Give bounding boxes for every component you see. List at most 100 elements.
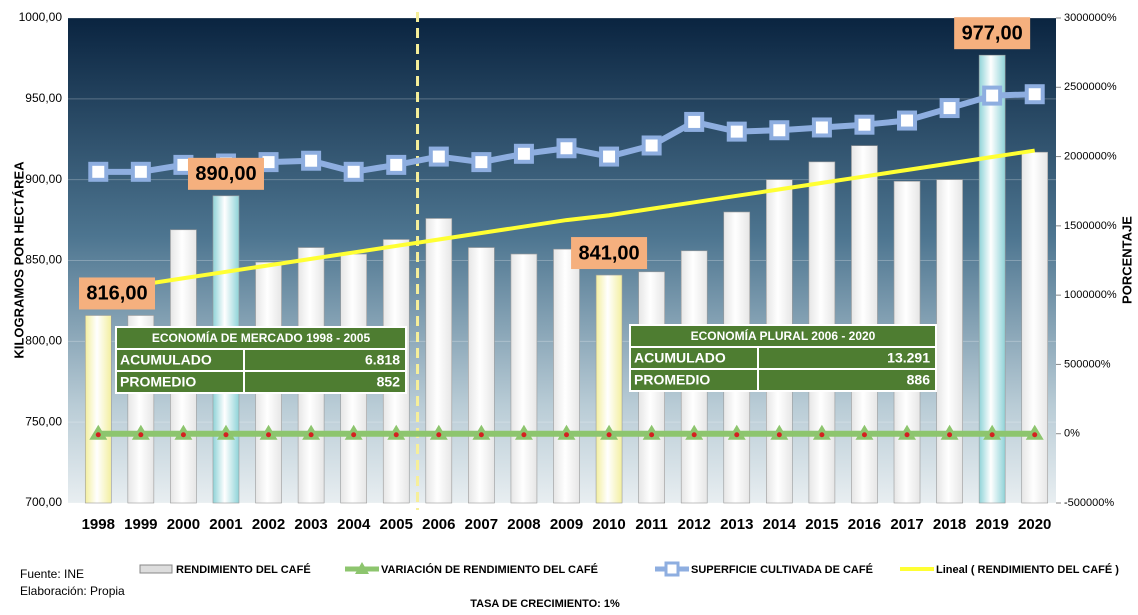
credit: Elaboración: Propia: [20, 584, 125, 598]
x-tick-label: 2010: [592, 516, 625, 533]
x-tick-label: 2007: [465, 516, 498, 533]
marker-dot: [904, 432, 910, 438]
x-tick-label: 2018: [933, 516, 966, 533]
x-tick-label: 2000: [167, 516, 200, 533]
marker: [513, 143, 534, 164]
marker-dot: [861, 432, 867, 438]
x-tick-label: 2020: [1018, 516, 1051, 533]
legend-marker: [664, 561, 680, 577]
marker: [428, 146, 449, 167]
marker: [343, 161, 364, 182]
x-tick-label: 2005: [380, 516, 413, 533]
y2-tick-label: 2000000%: [1064, 150, 1117, 162]
series-line: [97, 148, 1036, 294]
marker-dot: [819, 432, 825, 438]
x-tick-label: 1999: [124, 516, 157, 533]
marker: [301, 150, 322, 171]
table-value: 6.818: [365, 352, 400, 368]
marker: [599, 146, 620, 167]
y2-axis-label: PORCENTAJE: [1119, 216, 1134, 304]
data-label: 890,00: [195, 163, 256, 185]
bar: [553, 248, 580, 504]
marker: [897, 110, 918, 131]
marker: [939, 98, 960, 119]
marker: [386, 154, 407, 175]
bar: [425, 218, 453, 504]
bar: [468, 247, 495, 504]
y2-tick-label: -500000%: [1064, 497, 1114, 509]
source: Fuente: INE: [20, 567, 84, 581]
x-tick-label: 2011: [635, 516, 668, 533]
x-tick-label: 2012: [678, 516, 711, 533]
marker-dot: [478, 432, 484, 438]
label-box: [187, 157, 264, 190]
marker: [1024, 84, 1045, 105]
legend-marker: [355, 562, 369, 574]
marker-dot: [138, 432, 144, 438]
x-tick-label: 2006: [422, 516, 455, 533]
x-tick-label: 2009: [550, 516, 583, 533]
table-label: ACUMULADO: [120, 352, 212, 368]
x-tick-label: 2019: [975, 516, 1008, 533]
marker: [811, 117, 832, 138]
x-tick-label: 2016: [848, 516, 881, 533]
table-cell: [757, 368, 937, 392]
marker-dot: [308, 432, 314, 438]
x-tick-label: 2013: [720, 516, 753, 533]
marker: [556, 138, 577, 159]
legend-label: RENDIMIENTO DEL CAFÉ: [176, 563, 311, 576]
bar: [510, 253, 538, 504]
bar: [936, 179, 963, 504]
table-value: 886: [907, 372, 931, 388]
legend-swatch: [139, 564, 173, 574]
marker-dot: [776, 432, 782, 438]
marker-dot: [180, 432, 186, 438]
y2-tick-label: 3000000%: [1064, 12, 1117, 24]
marker-dot: [649, 432, 655, 438]
marker: [684, 111, 705, 132]
marker-dot: [606, 432, 612, 438]
data-label: 977,00: [962, 22, 1023, 44]
x-tick-label: 2015: [805, 516, 838, 533]
y2-tick-label: 0%: [1064, 428, 1080, 440]
marker-dot: [989, 432, 995, 438]
x-tick-label: 1998: [82, 516, 115, 533]
y-tick-label: 1000,00: [19, 10, 63, 24]
marker: [88, 161, 109, 182]
y2-tick-label: 1000000%: [1064, 289, 1117, 301]
marker: [471, 152, 492, 173]
marker-dot: [266, 432, 272, 438]
y2-tick-label: 1500000%: [1064, 220, 1117, 232]
x-tick-label: 2001: [209, 516, 242, 533]
x-tick-label: 2003: [294, 516, 327, 533]
marker-dot: [564, 432, 569, 438]
marker-dot: [947, 432, 953, 438]
bar: [84, 315, 112, 504]
marker-dot: [436, 432, 442, 438]
marker: [726, 121, 747, 142]
table-value: 13.291: [887, 350, 930, 366]
y-tick-label: 700,00: [25, 495, 62, 509]
x-tick-label: 2014: [763, 516, 797, 533]
marker: [641, 135, 662, 156]
x-tick-label: 2017: [890, 516, 923, 533]
y2-tick-label: 500000%: [1064, 358, 1111, 370]
table-title: ECONOMÍA DE MERCADO 1998 - 2005: [152, 330, 371, 345]
marker-dot: [691, 432, 697, 438]
y-tick-label: 900,00: [25, 172, 62, 186]
marker: [854, 114, 875, 135]
note: TASA DE CRECIMIENTO: 1%: [470, 598, 620, 610]
table-value: 852: [377, 374, 401, 390]
x-tick-label: 2002: [252, 516, 285, 533]
table-cell: [243, 370, 407, 394]
y-tick-label: 850,00: [25, 253, 62, 267]
y-tick-label: 800,00: [25, 334, 62, 348]
y-tick-label: 750,00: [25, 414, 62, 428]
data-label: 841,00: [578, 242, 639, 264]
label-box: [571, 237, 648, 270]
marker-dot: [95, 432, 101, 438]
x-tick-label: 2004: [337, 516, 371, 533]
bar: [595, 274, 623, 504]
marker: [982, 85, 1003, 106]
